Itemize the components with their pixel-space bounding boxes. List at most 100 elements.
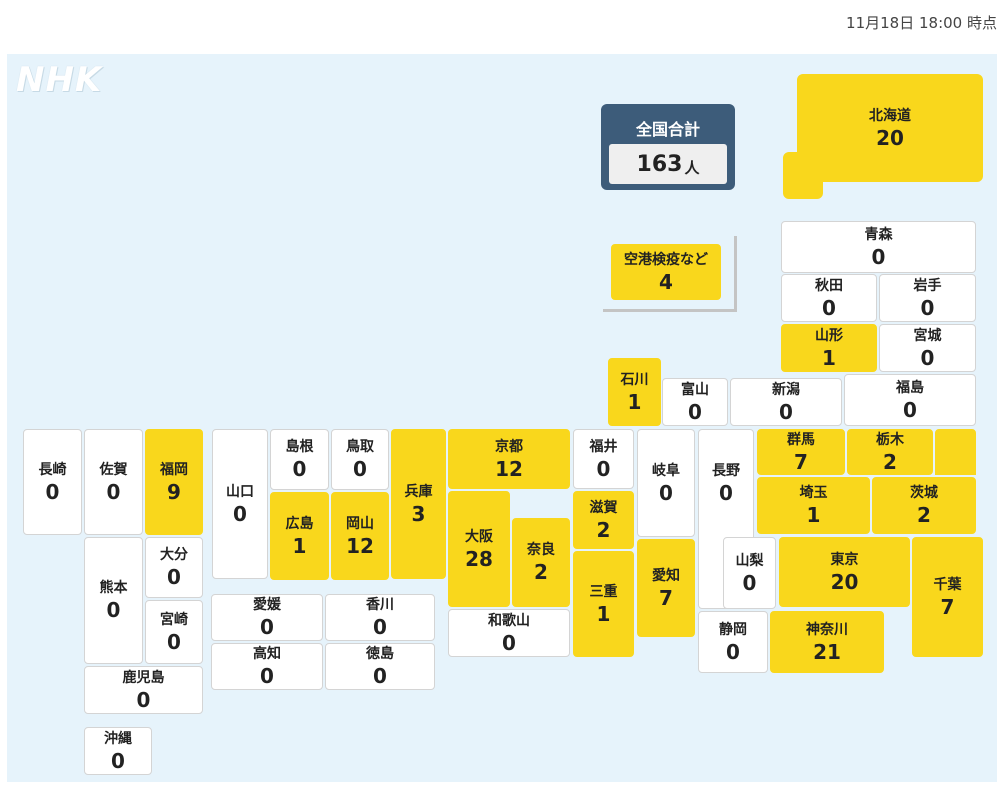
tile-name: 高知 — [253, 646, 281, 662]
tile-name: 茨城 — [910, 485, 938, 501]
tile-yamanashi[interactable]: 山梨 0 — [723, 537, 776, 609]
tile-fukuoka[interactable]: 福岡 9 — [145, 429, 203, 535]
tile-count: 0 — [260, 615, 274, 639]
tile-name: 石川 — [620, 371, 649, 388]
tile-niigata[interactable]: 新潟 0 — [730, 378, 842, 426]
tile-miyagi[interactable]: 宮城 0 — [879, 324, 976, 372]
tile-shizuoka[interactable]: 静岡 0 — [698, 611, 768, 673]
tile-name: 滋賀 — [589, 499, 618, 516]
tile-name: 佐賀 — [99, 461, 128, 478]
tile-name: 香川 — [366, 597, 394, 613]
tile-count: 12 — [495, 456, 523, 481]
tile-count: 3 — [411, 501, 426, 526]
tile-count: 1 — [292, 533, 307, 558]
tile-kagawa[interactable]: 香川 0 — [325, 594, 435, 641]
tile-mie[interactable]: 三重 1 — [573, 551, 634, 657]
tile-gifu[interactable]: 岐阜 0 — [637, 429, 695, 537]
tile-chiba[interactable]: 千葉 7 — [912, 537, 983, 657]
tile-fukushima[interactable]: 福島 0 — [844, 374, 976, 426]
tile-fukui[interactable]: 福井 0 — [573, 429, 634, 489]
tile-name: 福島 — [896, 379, 924, 396]
tile-tokyo[interactable]: 東京 20 — [779, 537, 910, 607]
tile-kagoshima[interactable]: 鹿児島 0 — [84, 666, 203, 714]
tile-count: 0 — [111, 748, 125, 773]
tile-kanagawa[interactable]: 神奈川 21 — [770, 611, 884, 673]
tile-name: 三重 — [589, 583, 618, 600]
tile-ibaraki[interactable]: 茨城 2 — [872, 477, 976, 534]
tile-wakayama[interactable]: 和歌山 0 — [448, 609, 570, 657]
tile-airport[interactable]: 空港検疫など 4 — [611, 244, 721, 300]
tile-count: 7 — [794, 449, 808, 474]
nhk-logo: NHK — [16, 60, 103, 100]
tile-osaka[interactable]: 大阪 28 — [448, 491, 510, 607]
tile-name: 鳥取 — [346, 439, 374, 455]
tile-name: 熊本 — [99, 580, 128, 596]
tile-name: 富山 — [681, 381, 709, 398]
tile-name: 徳島 — [366, 646, 394, 662]
national-total-value: 163 — [636, 151, 683, 177]
tile-yamaguchi[interactable]: 山口 0 — [212, 429, 268, 579]
tile-hokkaido[interactable]: 北海道 20 — [797, 74, 983, 182]
tile-count: 0 — [719, 481, 733, 505]
tile-count: 4 — [659, 269, 673, 294]
tile-saga[interactable]: 佐賀 0 — [84, 429, 143, 535]
tile-ehime[interactable]: 愛媛 0 — [211, 594, 323, 641]
tile-name: 北海道 — [869, 107, 911, 124]
tile-ishikawa[interactable]: 石川 1 — [608, 358, 661, 426]
tile-count: 7 — [940, 594, 955, 619]
tile-okinawa[interactable]: 沖縄 0 — [84, 727, 152, 775]
tile-hyogo[interactable]: 兵庫 3 — [391, 429, 446, 579]
tile-kochi[interactable]: 高知 0 — [211, 643, 323, 690]
tile-kumamoto[interactable]: 熊本 0 — [84, 537, 143, 664]
tile-nagasaki[interactable]: 長崎 0 — [23, 429, 82, 535]
tile-aichi[interactable]: 愛知 7 — [637, 539, 695, 637]
tile-name: 大阪 — [465, 528, 493, 545]
tile-count: 20 — [876, 125, 904, 150]
tile-count: 0 — [726, 639, 740, 664]
tile-name: 長崎 — [38, 461, 67, 478]
tile-count: 0 — [353, 457, 367, 481]
national-total-panel: 全国合計 163 人 — [601, 104, 735, 190]
tile-count: 0 — [373, 664, 387, 688]
tile-name: 岩手 — [913, 277, 942, 294]
tile-count: 0 — [779, 399, 793, 424]
tile-nara[interactable]: 奈良 2 — [512, 518, 570, 607]
tile-count: 1 — [627, 389, 642, 414]
tile-tochigi[interactable]: 栃木 2 — [847, 429, 933, 475]
tile-count: 0 — [903, 397, 917, 422]
tile-saitama[interactable]: 埼玉 1 — [757, 477, 870, 534]
tile-name: 長野 — [712, 463, 740, 479]
tile-count: 0 — [106, 479, 121, 504]
tile-count: 0 — [292, 457, 307, 481]
tile-miyazaki[interactable]: 宮崎 0 — [145, 600, 203, 664]
airport-shadow — [603, 236, 737, 312]
tile-name: 和歌山 — [488, 612, 530, 629]
tile-iwate[interactable]: 岩手 0 — [879, 274, 976, 322]
tile-name: 山梨 — [735, 552, 764, 569]
tile-oita[interactable]: 大分 0 — [145, 537, 203, 598]
tile-tokushima[interactable]: 徳島 0 — [325, 643, 435, 690]
tile-count: 0 — [688, 399, 702, 424]
tile-kyoto[interactable]: 京都 12 — [448, 429, 570, 489]
tile-tottori[interactable]: 鳥取 0 — [331, 429, 389, 490]
tile-count: 0 — [260, 664, 274, 688]
tile-hiroshima[interactable]: 広島 1 — [270, 492, 329, 580]
tile-count: 0 — [167, 629, 181, 654]
tile-name: 沖縄 — [104, 730, 132, 747]
tile-count: 2 — [917, 503, 931, 527]
ibaraki-top — [935, 429, 976, 475]
tile-akita[interactable]: 秋田 0 — [781, 274, 877, 322]
tile-count: 0 — [233, 501, 247, 526]
tile-okayama[interactable]: 岡山 12 — [331, 492, 389, 580]
tile-yamagata[interactable]: 山形 1 — [781, 324, 877, 372]
tile-name: 東京 — [830, 551, 859, 568]
tile-shimane[interactable]: 島根 0 — [270, 429, 329, 490]
tile-count: 1 — [596, 601, 611, 626]
tile-toyama[interactable]: 富山 0 — [662, 378, 728, 426]
tile-shiga[interactable]: 滋賀 2 — [573, 491, 634, 549]
tile-aomori[interactable]: 青森 0 — [781, 221, 976, 273]
tile-name: 岡山 — [346, 515, 374, 532]
tile-gunma[interactable]: 群馬 7 — [757, 429, 845, 475]
tile-count: 0 — [822, 295, 836, 320]
tile-name: 鹿児島 — [122, 669, 165, 686]
